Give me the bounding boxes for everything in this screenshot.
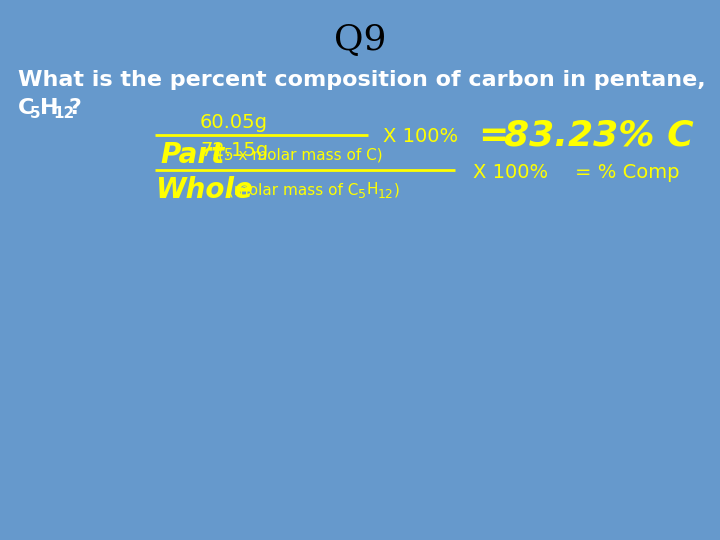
Text: 5: 5 xyxy=(358,188,366,201)
Text: H: H xyxy=(40,98,58,118)
Text: ?: ? xyxy=(68,98,81,118)
Text: (molar mass of C: (molar mass of C xyxy=(228,183,359,198)
Text: C: C xyxy=(18,98,35,118)
Text: Q9: Q9 xyxy=(334,23,386,57)
Text: =: = xyxy=(478,119,508,153)
Text: 72.15g: 72.15g xyxy=(200,140,269,159)
Text: = % Comp: = % Comp xyxy=(575,163,680,181)
Text: 60.05g: 60.05g xyxy=(200,112,268,132)
Text: H: H xyxy=(367,183,379,198)
Text: 83.23% C: 83.23% C xyxy=(504,119,693,153)
Text: ): ) xyxy=(394,183,400,198)
Text: X 100%: X 100% xyxy=(383,126,458,145)
Text: 5: 5 xyxy=(30,106,40,122)
Text: X 100%: X 100% xyxy=(473,163,548,181)
Text: Whole: Whole xyxy=(155,176,253,204)
Text: (5 x molar mass of C): (5 x molar mass of C) xyxy=(218,147,382,163)
Text: Part: Part xyxy=(160,141,224,169)
Text: 12: 12 xyxy=(53,106,74,122)
Text: What is the percent composition of carbon in pentane,: What is the percent composition of carbo… xyxy=(18,70,706,90)
Text: 12: 12 xyxy=(378,188,394,201)
